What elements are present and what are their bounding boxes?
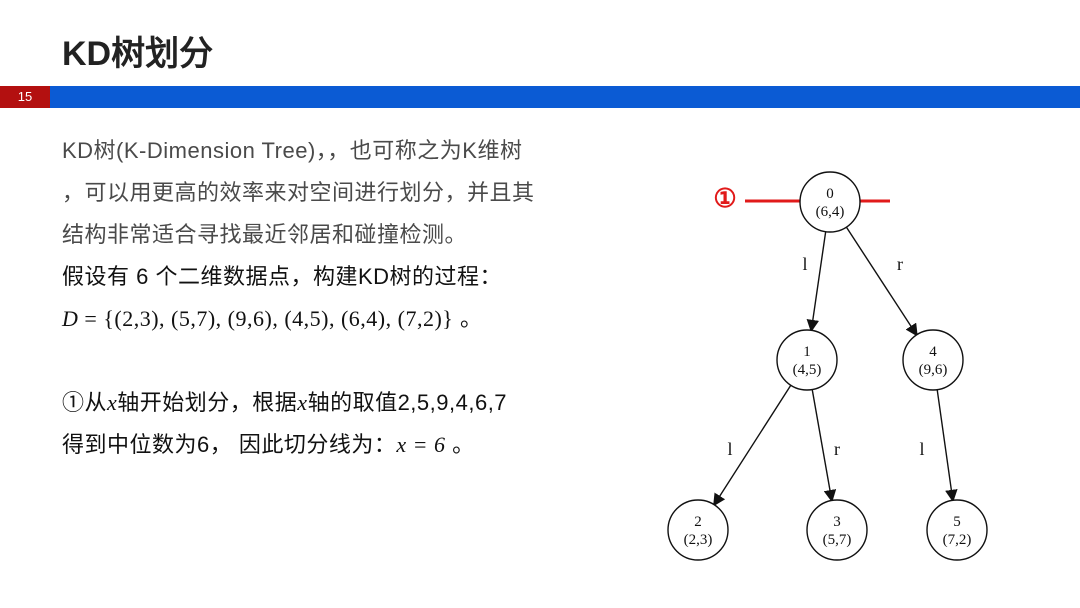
tree-node-index: 4 — [929, 344, 937, 360]
tree-edge — [714, 385, 791, 504]
tree-node — [668, 500, 728, 560]
slide-title: KD树划分 — [62, 26, 213, 75]
page-number-badge: 15 — [0, 86, 50, 108]
tree-node — [927, 500, 987, 560]
step1-eq: x = 6 — [396, 432, 445, 457]
tree-edge-label: r — [897, 254, 903, 274]
tree-edge-label: r — [834, 439, 840, 459]
tree-edge — [811, 232, 825, 331]
step1-line2a: 得到中位数为6， 因此切分线为： — [62, 432, 396, 457]
tree-svg: l r l r l 0 (6,4) 1 (4,5) 4 (9,6) 2 (2,3) 3 (5,7) 5 (7,2… — [620, 160, 1060, 590]
tree-node-point: (6,4) — [816, 204, 845, 220]
step-marker: ① — [713, 184, 736, 213]
tree-node — [903, 330, 963, 390]
intro-line1: KD树(K-Dimension Tree)，，也可称之为K维树 — [62, 138, 522, 163]
step1-end: 。 — [445, 432, 474, 457]
tree-node-point: (2,3) — [684, 532, 713, 548]
tree-node-index: 1 — [803, 344, 811, 360]
tree-node-index: 3 — [833, 514, 841, 530]
tree-node-point: (7,2) — [943, 532, 972, 548]
D-set: {(2,3), (5,7), (9,6), (4,5), (6,4), (7,2… — [103, 306, 453, 331]
step1-mid2: 轴的取值2,5,9,4,6,7 — [308, 390, 507, 415]
step1-x1: x — [107, 390, 117, 415]
tree-node — [807, 500, 867, 560]
D-end: 。 — [453, 306, 482, 331]
tree-node-index: 5 — [953, 514, 961, 530]
step1-pre: ①从 — [62, 390, 107, 415]
tree-node — [777, 330, 837, 390]
title-underline-bar — [50, 86, 1080, 108]
tree-edge — [846, 227, 916, 335]
step1-mid1: 轴开始划分，根据 — [117, 390, 297, 415]
tree-node — [800, 172, 860, 232]
slide: KD树划分 15 KD树(K-Dimension Tree)，，也可称之为K维树… — [0, 0, 1080, 608]
D-var: D — [62, 306, 78, 331]
tree-edge-label: l — [727, 439, 732, 459]
body-text: KD树(K-Dimension Tree)，，也可称之为K维树 ，可以用更高的效… — [62, 130, 582, 466]
tree-node-index: 2 — [694, 514, 702, 530]
tree-edge-label: l — [802, 254, 807, 274]
assume-line: 假设有 6 个二维数据点，构建KD树的过程： — [62, 264, 502, 289]
tree-node-point: (9,6) — [919, 362, 948, 378]
D-eq: = — [78, 306, 103, 331]
tree-edge — [937, 390, 953, 501]
tree-node-point: (4,5) — [793, 362, 822, 378]
tree-node-index: 0 — [826, 186, 834, 202]
tree-edge-label: l — [919, 439, 924, 459]
step1-x2: x — [297, 390, 307, 415]
intro-line3: 结构非常适合寻找最近邻居和碰撞检测。 — [62, 222, 467, 247]
tree-node-point: (5,7) — [823, 532, 852, 548]
intro-line2: ，可以用更高的效率来对空间进行划分，并且其 — [62, 180, 535, 205]
kd-tree-diagram: l r l r l 0 (6,4) 1 (4,5) 4 (9,6) 2 (2,3) 3 (5,7) 5 (7,2… — [620, 160, 1060, 590]
tree-edge — [812, 390, 832, 501]
